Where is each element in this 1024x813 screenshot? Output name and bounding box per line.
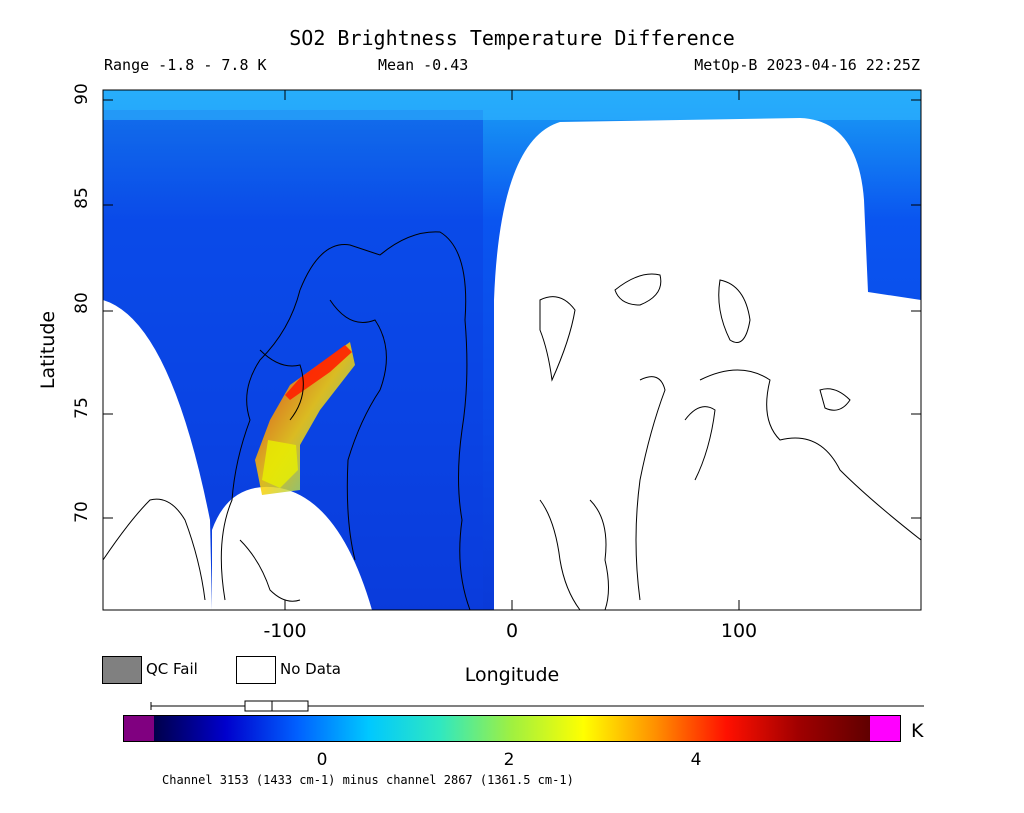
no-data-region-dome: [212, 486, 372, 610]
qc-fail-swatch: [102, 656, 142, 684]
chart-title: SO2 Brightness Temperature Difference: [289, 26, 735, 50]
x-tick-label: 0: [505, 620, 519, 642]
y-axis-label: Latitude: [37, 310, 59, 390]
y-tick-label: 90: [72, 83, 92, 105]
colorbar-units: K: [911, 720, 924, 742]
colorbar: [123, 715, 901, 742]
y-tick-label: 85: [72, 187, 92, 209]
no-data-region-center: [494, 118, 921, 610]
colorbar-tick-label: 2: [503, 750, 515, 770]
no-data-label: No Data: [280, 660, 341, 678]
colorbar-gradient: [154, 716, 870, 741]
colorbar-tick-label: 4: [690, 750, 702, 770]
no-data-swatch: [236, 656, 276, 684]
axis-ticks: [103, 90, 921, 610]
range-label: Range -1.8 - 7.8 K: [104, 56, 267, 74]
no-data-region-left: [103, 300, 212, 610]
so2-plume-core: [285, 345, 352, 400]
colorbar-overflow: [870, 716, 900, 741]
x-axis-label: Longitude: [464, 664, 560, 686]
so2-plume-tail: [262, 440, 298, 488]
y-tick-label: 80: [72, 292, 92, 314]
x-tick-label: 100: [720, 620, 758, 642]
channel-footnote: Channel 3153 (1433 cm-1) minus channel 2…: [162, 773, 574, 787]
x-tick-label: -100: [263, 620, 307, 642]
mean-label: Mean -0.43: [378, 56, 469, 74]
colorbar-tick-label: 0: [316, 750, 328, 770]
y-tick-label: 70: [72, 501, 92, 523]
qc-fail-label: QC Fail: [146, 660, 198, 678]
coastlines: [102, 231, 922, 611]
satellite-time-label: MetOp-B 2023-04-16 22:25Z: [694, 56, 920, 74]
y-tick-label: 75: [72, 397, 92, 419]
distribution-whisker: [150, 700, 924, 712]
colorbar-underflow: [124, 716, 154, 741]
